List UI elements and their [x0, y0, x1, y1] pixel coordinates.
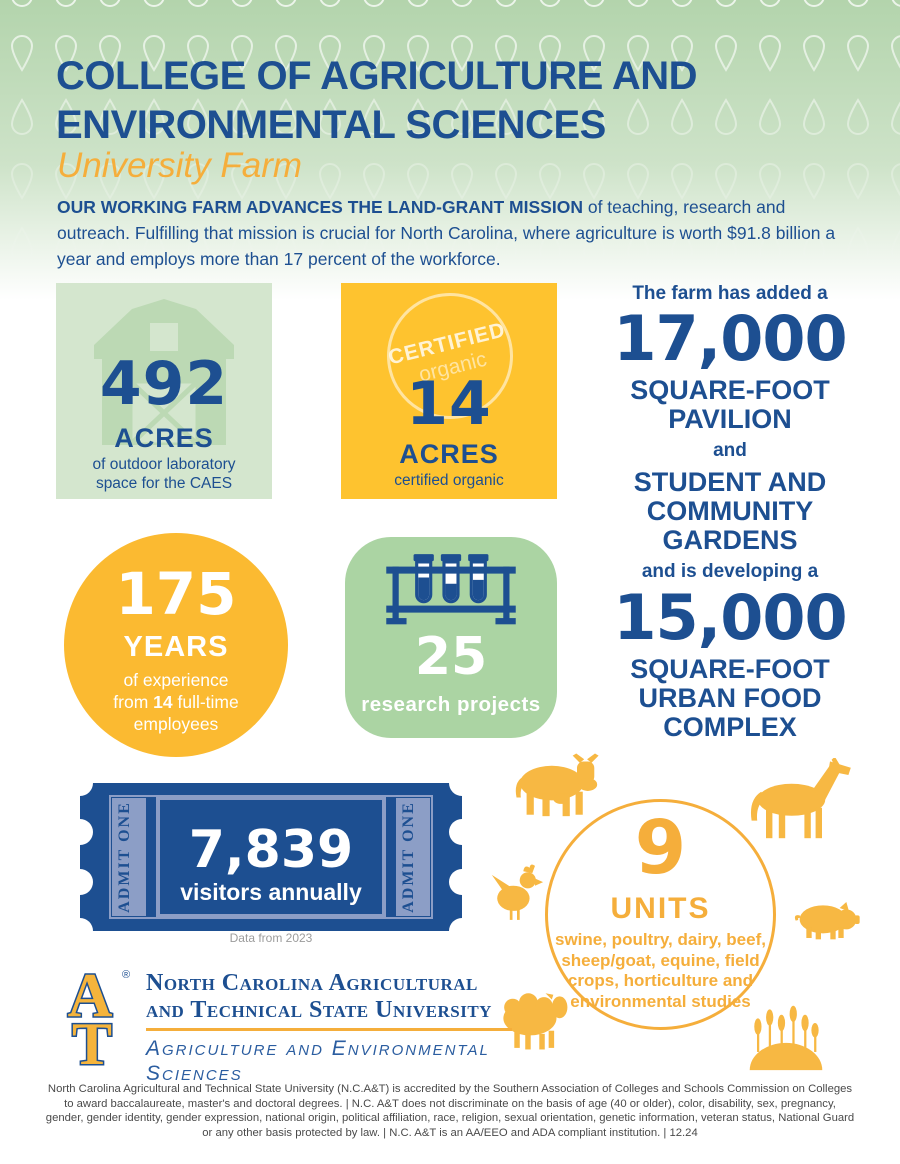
- stat-unit-acres-organic: ACRES: [399, 439, 499, 469]
- stat-value-14: 14: [406, 369, 492, 439]
- pig-icon: [794, 902, 860, 940]
- accreditation-disclaimer: North Carolina Agricultural and Technica…: [45, 1083, 855, 1139]
- additions-lead: The farm has added a: [632, 283, 828, 304]
- college-wordmark: Agriculture and Environmental Sciences: [146, 1037, 490, 1085]
- stat-unit-units: UNITS: [610, 892, 711, 925]
- admit-one-right: ADMIT ONE: [400, 801, 417, 913]
- units-desc: swine, poultry, dairy, beef, sheep/goat,…: [555, 930, 766, 1011]
- stat-desc-organic: certified organic: [394, 472, 504, 489]
- stat-value-17000: 17,000: [613, 302, 847, 375]
- pavilion-label: SQUARE-FOOT PAVILION: [630, 375, 830, 434]
- stat-acres-organic: CERTIFIED organic 14 ACRES certified org…: [341, 279, 557, 499]
- cow-icon: [515, 753, 599, 817]
- logo-letter-a: A: [68, 964, 113, 1030]
- page-title-line2: ENVIRONMENTAL SCIENCES: [56, 103, 606, 147]
- intro-rest: of teaching, research and outreach. Fulf…: [57, 197, 836, 269]
- stat-years-circle: 175 YEARS of experience from 14 full-tim…: [64, 533, 288, 757]
- research-label: research projects: [361, 693, 541, 716]
- stat-desc-caes: of outdoor laboratory space for the CAES: [92, 456, 236, 492]
- page-title-line1: COLLEGE OF AGRICULTURE AND: [56, 54, 698, 98]
- stat-value-9: 9: [634, 805, 687, 891]
- stat-units-circle: 9 UNITS swine, poultry, dairy, beef, she…: [545, 799, 776, 1030]
- test-tubes-icon: [386, 554, 516, 625]
- stat-farm-additions: The farm has added a 17,000 SQUARE-FOOT …: [592, 282, 868, 742]
- gardens-label: STUDENT AND COMMUNITY GARDENS: [633, 467, 827, 555]
- ticket-stub-left: [112, 798, 146, 916]
- stat-value-492: 492: [99, 349, 229, 419]
- intro-paragraph: OUR WORKING FARM ADVANCES THE LAND-GRANT…: [57, 194, 857, 272]
- ticket-stub-right: [396, 798, 430, 916]
- stat-acres-caes: 492 ACRES of outdoor laboratory space fo…: [56, 283, 272, 499]
- years-desc: of experience from 14 full-time employee…: [113, 670, 239, 734]
- page-subtitle: University Farm: [57, 146, 303, 185]
- chicken-icon: [491, 864, 544, 920]
- stat-unit-acres: ACRES: [114, 423, 214, 453]
- stat-unit-years: YEARS: [123, 631, 229, 663]
- stat-research-projects: 25 research projects: [345, 537, 557, 738]
- sheep-icon: [503, 993, 568, 1050]
- gold-divider: [146, 1028, 512, 1031]
- horse-icon: [750, 758, 851, 839]
- additions-and: and: [713, 440, 747, 461]
- visitors-ticket: ADMIT ONE ADMIT ONE 7,839 visitors annua…: [80, 783, 462, 931]
- logo-letter-t: T: [72, 1011, 112, 1072]
- ncat-logo: A T ®: [66, 964, 130, 1072]
- intro-lead: OUR WORKING FARM ADVANCES THE LAND-GRANT…: [57, 197, 583, 217]
- page-title: COLLEGE OF AGRICULTURE AND ENVIRONMENTAL…: [56, 52, 856, 150]
- stat-value-15000: 15,000: [613, 581, 847, 654]
- additions-lead2: and is developing a: [641, 561, 819, 582]
- admit-one-left: ADMIT ONE: [116, 801, 133, 913]
- university-wordmark: North Carolina Agricultural and Technica…: [146, 970, 492, 1023]
- stat-value-175: 175: [115, 560, 237, 628]
- visitors-label: visitors annually: [180, 879, 362, 905]
- complex-label: SQUARE-FOOT URBAN FOOD COMPLEX: [630, 654, 830, 742]
- stat-value-7839: 7,839: [189, 820, 353, 880]
- wheat-icon: [749, 1005, 823, 1071]
- logo-registered-mark: ®: [122, 969, 130, 981]
- barn-icon: [94, 299, 234, 445]
- data-source-note: Data from 2023: [229, 931, 313, 945]
- stat-value-25: 25: [414, 627, 488, 687]
- header-droplet-pattern: [0, 0, 900, 300]
